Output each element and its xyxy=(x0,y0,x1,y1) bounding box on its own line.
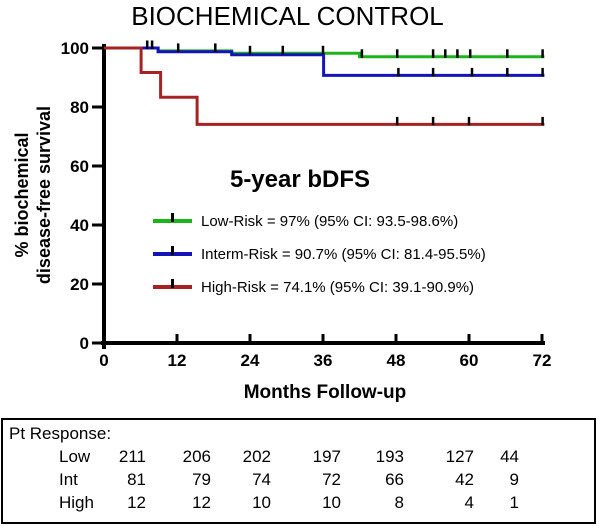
x-tick-label-48: 48 xyxy=(387,351,406,370)
y-axis-ticks xyxy=(92,46,103,345)
cell: 12 xyxy=(192,493,211,512)
legend-item-interm-risk: Interm-Risk = 90.7% (95% CI: 81.4-95.5%) xyxy=(153,245,486,263)
y-tick-label-80: 80 xyxy=(70,98,89,117)
cell: 10 xyxy=(252,493,271,512)
cell: 1 xyxy=(509,493,519,512)
row-label: High xyxy=(59,493,94,512)
cell: 8 xyxy=(394,493,404,512)
y-axis-title-line1: % biochemical xyxy=(12,132,32,258)
x-tick-label-0: 0 xyxy=(99,351,108,370)
legend-label-low-risk: Low-Risk = 97% (95% CI: 93.5-98.6%) xyxy=(201,212,459,230)
cell: 44 xyxy=(500,447,519,466)
cell: 193 xyxy=(375,447,404,466)
cell: 74 xyxy=(252,470,271,489)
y-tick-label-60: 60 xyxy=(70,157,89,176)
x-tick-label-24: 24 xyxy=(241,351,260,370)
cell: 42 xyxy=(455,470,474,489)
x-axis-ticks xyxy=(175,334,544,344)
high-risk-line-swatch xyxy=(153,279,192,289)
page-title: BIOCHEMICAL CONTROL xyxy=(131,1,444,31)
pt-table-header: Pt Response: xyxy=(9,424,112,443)
y-tick-label-20: 20 xyxy=(70,275,89,294)
x-tick-label-60: 60 xyxy=(460,351,479,370)
legend-label-high-risk: High-Risk = 74.1% (95% CI: 39.1-90.9%) xyxy=(201,278,475,296)
cell: 12 xyxy=(127,493,146,512)
table-row-high: High 12 12 10 10 8 4 1 xyxy=(3,493,594,515)
cell: 127 xyxy=(445,447,474,466)
cell: 66 xyxy=(385,470,404,489)
y-tick-label-40: 40 xyxy=(70,216,89,235)
y-axis-title-line2: disease-free survival xyxy=(34,105,54,285)
y-axis-title: % biochemical disease-free survival xyxy=(11,45,55,345)
cell: 81 xyxy=(127,470,146,489)
x-tick-label-36: 36 xyxy=(314,351,333,370)
low-risk-line-swatch xyxy=(153,213,192,223)
cell: 72 xyxy=(322,470,341,489)
patients-at-risk-table: Pt Response: Low 211 206 202 197 193 127… xyxy=(1,418,596,524)
cell: 10 xyxy=(322,493,341,512)
cell: 9 xyxy=(509,470,519,489)
km-curve-high-risk xyxy=(104,46,545,126)
x-tick-label-72: 72 xyxy=(533,351,552,370)
cell: 211 xyxy=(118,447,146,466)
km-chart-plot-area: 100 80 60 40 20 0 0 12 24 36 48 60 72 Mo… xyxy=(61,39,552,403)
interm-risk-line-swatch xyxy=(153,246,192,256)
x-axis-title: Months Follow-up xyxy=(244,382,407,403)
cell: 4 xyxy=(464,493,474,512)
cell: 202 xyxy=(242,447,271,466)
table-row-int: Int 81 79 74 72 66 42 9 xyxy=(3,470,594,492)
y-tick-label-100: 100 xyxy=(61,39,89,58)
row-label: Low xyxy=(59,447,91,466)
censor-tick-icon xyxy=(170,279,174,288)
legend-title: 5-year bDFS xyxy=(229,166,371,193)
km-curves-group xyxy=(104,40,545,126)
censor-tick-icon xyxy=(170,213,174,222)
y-tick-label-0: 0 xyxy=(80,334,89,353)
legend-label-interm-risk: Interm-Risk = 90.7% (95% CI: 81.4-95.5%) xyxy=(201,245,486,263)
row-label: Int xyxy=(59,470,78,489)
legend-item-low-risk: Low-Risk = 97% (95% CI: 93.5-98.6%) xyxy=(153,212,458,230)
km-curve-interm-risk xyxy=(104,46,545,77)
table-row-low: Low 211 206 202 197 193 127 44 xyxy=(3,447,594,469)
cell: 206 xyxy=(182,447,211,466)
x-tick-label-12: 12 xyxy=(168,351,187,370)
cell: 197 xyxy=(312,447,341,466)
censor-tick-icon xyxy=(170,246,174,255)
cell: 79 xyxy=(192,470,211,489)
legend-item-high-risk: High-Risk = 74.1% (95% CI: 39.1-90.9%) xyxy=(153,278,474,296)
